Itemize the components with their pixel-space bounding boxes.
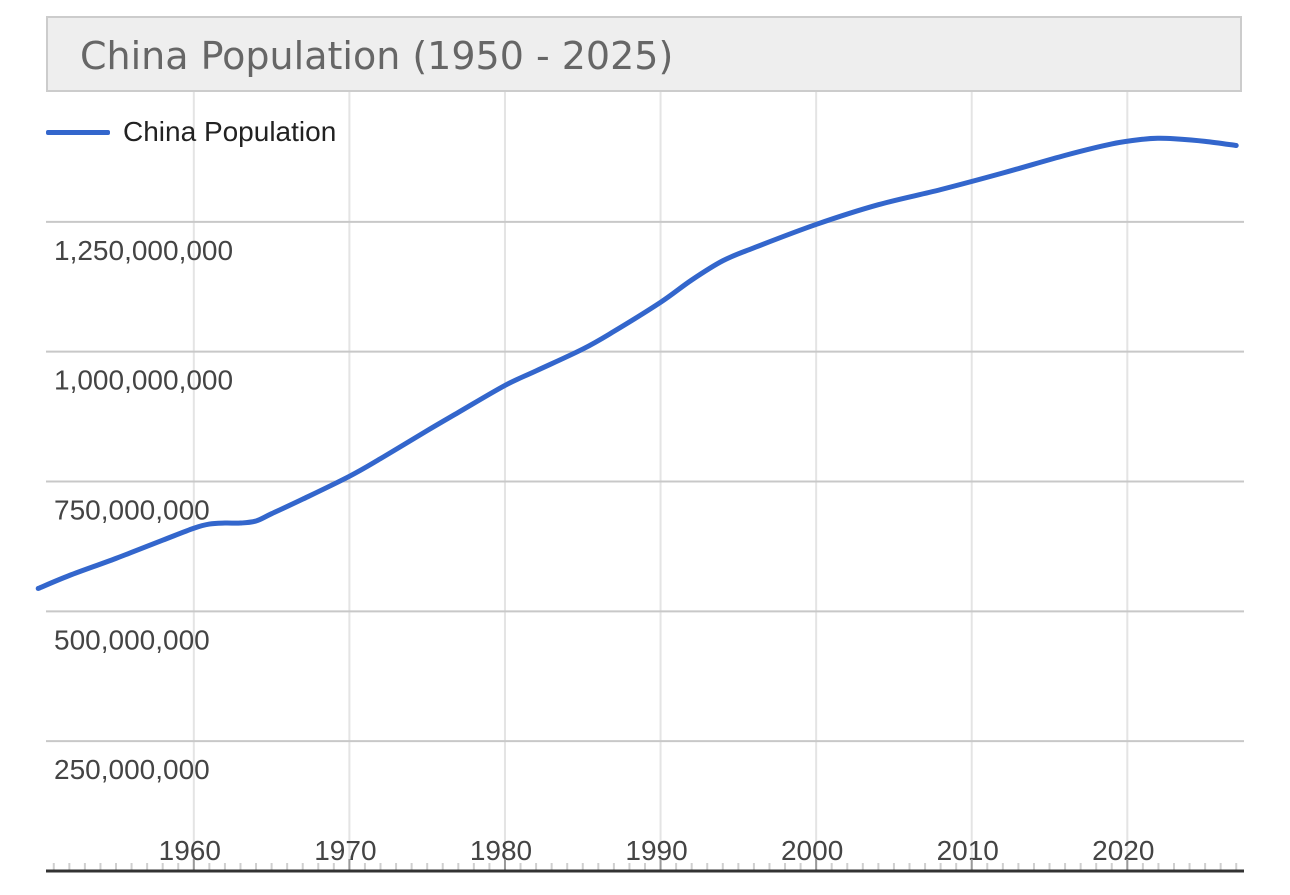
y-tick-label: 1,250,000,000 (54, 235, 233, 266)
x-tick-label: 2020 (1092, 835, 1154, 866)
y-axis-tick-labels: 250,000,000 500,000,000 750,000,000 1,000,0… (54, 235, 233, 785)
y-tick-label: 250,000,000 (54, 754, 210, 785)
grid-lines (46, 92, 1244, 871)
x-axis (46, 859, 1244, 873)
legend-swatch-china-population (46, 129, 110, 135)
series-line-china-population[interactable] (35, 135, 1239, 591)
x-tick-label: 1970 (314, 835, 376, 866)
chart-title-bar: China Population (1950 - 2025) (46, 16, 1242, 92)
y-tick-label: 500,000,000 (54, 624, 210, 655)
y-tick-label: 750,000,000 (54, 495, 210, 526)
y-tick-label: 1,000,000,000 (54, 365, 233, 396)
legend-label-china-population: China Population (123, 116, 337, 147)
x-tick-label: 1980 (470, 835, 532, 866)
series-layer (35, 135, 1239, 591)
x-axis-tick-labels: 1960 1970 1980 1990 2000 2010 2020 (159, 835, 1155, 866)
x-tick-label: 1960 (159, 835, 221, 866)
x-tick-label: 1990 (625, 835, 687, 866)
chart-title: China Population (1950 - 2025) (80, 34, 674, 78)
chart-legend[interactable]: China Population (46, 112, 336, 152)
x-tick-label: 2010 (937, 835, 999, 866)
x-tick-label: 2000 (781, 835, 843, 866)
